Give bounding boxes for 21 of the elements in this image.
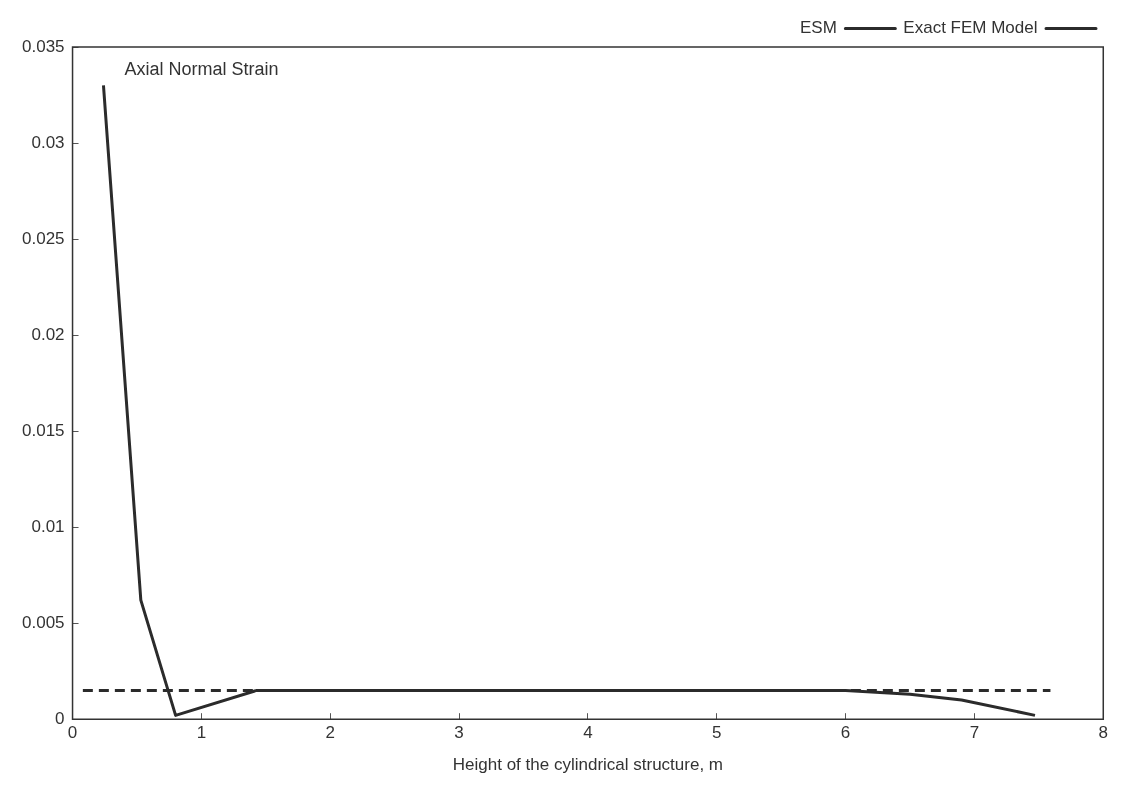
y-tick-label: 0.035: [21, 36, 65, 56]
y-tick-label: 0: [55, 708, 65, 728]
y-tick-label: 0.01: [31, 516, 65, 536]
x-tick-label: 4: [583, 723, 593, 743]
y-tick-label: 0.03: [31, 132, 65, 152]
x-tick-label: 7: [969, 723, 980, 743]
x-tick-label: 2: [325, 723, 335, 743]
x-tick-label: 0: [67, 723, 78, 743]
y-tick-label: 0.015: [21, 420, 65, 440]
legend-label: ESM: [800, 18, 837, 38]
x-tick-label: 6: [840, 723, 851, 743]
y-tick-label: 0.025: [21, 228, 65, 248]
annotation: Axial Normal Strain: [124, 58, 279, 79]
x-axis-title: Height of the cylindrical structure, m: [452, 755, 724, 775]
y-tick-label: 0.005: [21, 612, 65, 632]
x-tick-label: 3: [454, 723, 464, 743]
legend-label: Exact FEM Model: [903, 18, 1038, 38]
x-tick-label: 1: [196, 723, 207, 743]
x-tick-label: 5: [712, 723, 722, 743]
x-tick-label: 8: [1098, 723, 1109, 743]
y-tick-label: 0.02: [31, 324, 65, 344]
